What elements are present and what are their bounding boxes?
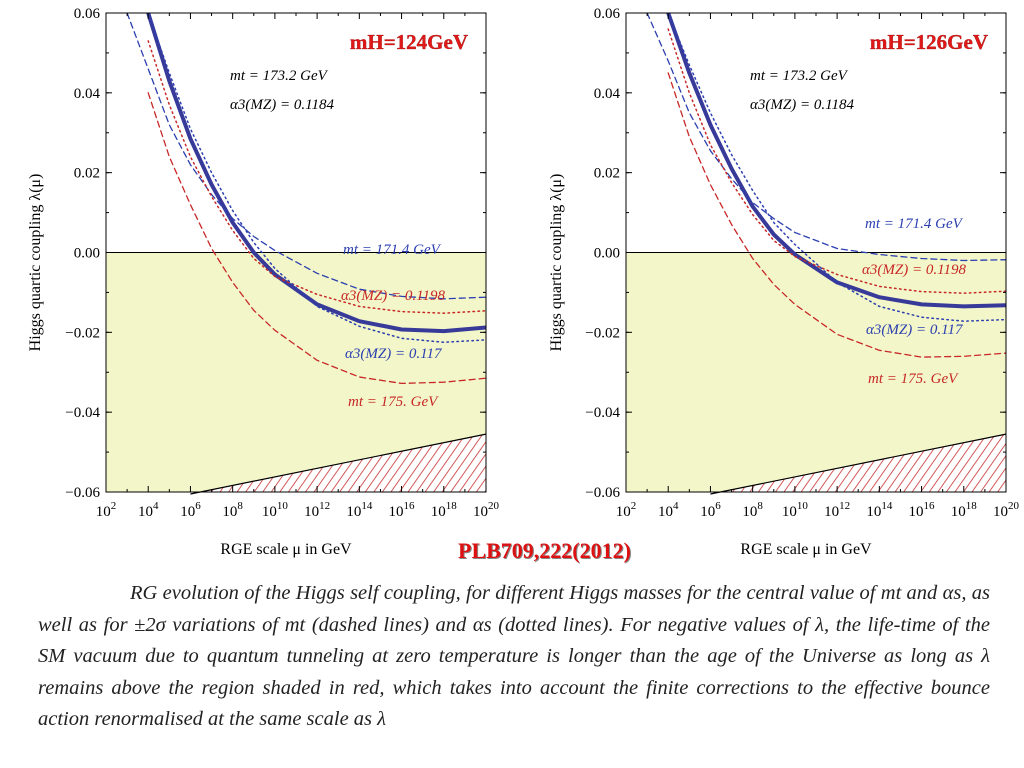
- y-tick-label: −0.06: [65, 485, 100, 501]
- curve-label: α3(MZ) = 0.117: [866, 322, 964, 338]
- x-axis-label: RGE scale μ in GeV: [220, 541, 352, 558]
- curve-label: mt = 175. GeV: [868, 371, 959, 387]
- x-tick-label: 102: [616, 500, 637, 520]
- x-tick-label: 108: [222, 500, 243, 520]
- curve-label: α3(MZ) = 0.1198: [341, 288, 445, 304]
- series-line-3: [667, 28, 1006, 294]
- figure-caption: RG evolution of the Higgs self coupling,…: [38, 582, 990, 730]
- series-line-4: [147, 13, 486, 344]
- parameter-note: α3(MZ) = 0.1184: [230, 97, 334, 113]
- x-tick-label: 106: [700, 500, 721, 520]
- curve-label: mt = 175. GeV: [348, 394, 439, 410]
- instability-region: [710, 434, 1006, 492]
- y-tick-label: 0.06: [74, 6, 101, 22]
- x-tick-label: 1010: [262, 500, 289, 520]
- series-line-3: [147, 40, 486, 314]
- x-tick-label: 1014: [866, 500, 893, 520]
- x-tick-label: 1018: [951, 500, 978, 520]
- x-tick-label: 104: [658, 500, 679, 520]
- curve-label: α3(MZ) = 0.117: [345, 346, 443, 362]
- curve-label: mt = 171.4 GeV: [865, 216, 964, 232]
- y-tick-label: −0.02: [585, 325, 620, 341]
- x-tick-label: 1014: [346, 500, 373, 520]
- curve-label: α3(MZ) = 0.1198: [862, 262, 966, 278]
- x-tick-label: 104: [138, 500, 159, 520]
- y-tick-label: 0.02: [594, 166, 620, 182]
- x-tick-label: 1012: [824, 500, 850, 520]
- parameter-note: α3(MZ) = 0.1184: [750, 97, 854, 113]
- instability-boundary: [190, 433, 487, 495]
- series-line-2: [667, 72, 1006, 358]
- x-tick-label: 1016: [389, 500, 416, 520]
- series-line-1: [646, 13, 1006, 262]
- x-tick-label: 1020: [473, 500, 500, 520]
- series-line-1: [126, 13, 486, 300]
- x-axis-label: RGE scale μ in GeV: [740, 541, 872, 558]
- chart-title: mH=126GeV: [870, 30, 988, 54]
- series-line-2: [147, 92, 486, 385]
- y-tick-label: 0.06: [594, 6, 621, 22]
- y-axis-label: Higgs quartic coupling λ(μ): [548, 174, 565, 352]
- x-tick-label: 108: [742, 500, 763, 520]
- x-tick-label: 1016: [909, 500, 936, 520]
- y-tick-label: 0.00: [594, 246, 620, 262]
- x-tick-label: 1018: [431, 500, 458, 520]
- y-tick-label: 0.00: [74, 246, 100, 262]
- x-tick-label: 1010: [782, 500, 809, 520]
- x-tick-label: 106: [180, 500, 201, 520]
- y-tick-label: −0.04: [65, 405, 100, 421]
- parameter-note: mt = 173.2 GeV: [750, 68, 849, 84]
- y-tick-label: 0.02: [74, 166, 100, 182]
- y-tick-label: 0.04: [594, 86, 621, 102]
- y-tick-label: −0.06: [585, 485, 620, 501]
- y-tick-label: −0.02: [65, 325, 100, 341]
- y-axis-label: Higgs quartic coupling λ(μ): [27, 174, 44, 352]
- x-tick-label: 102: [96, 500, 117, 520]
- y-tick-label: 0.04: [74, 86, 101, 102]
- instability-boundary: [710, 433, 1007, 495]
- x-tick-label: 1012: [304, 500, 330, 520]
- series-line-4: [667, 13, 1006, 322]
- parameter-note: mt = 173.2 GeV: [230, 68, 329, 84]
- instability-region: [190, 434, 486, 492]
- series-line-central: [146, 13, 486, 334]
- chart-title: mH=124GeV: [350, 30, 468, 54]
- x-tick-label: 1020: [993, 500, 1020, 520]
- series-line-central: [666, 13, 1006, 309]
- reference-label: PLB709,222(2012): [458, 538, 631, 563]
- curve-label: mt = 171.4 GeV: [343, 242, 442, 258]
- y-tick-label: −0.04: [585, 405, 620, 421]
